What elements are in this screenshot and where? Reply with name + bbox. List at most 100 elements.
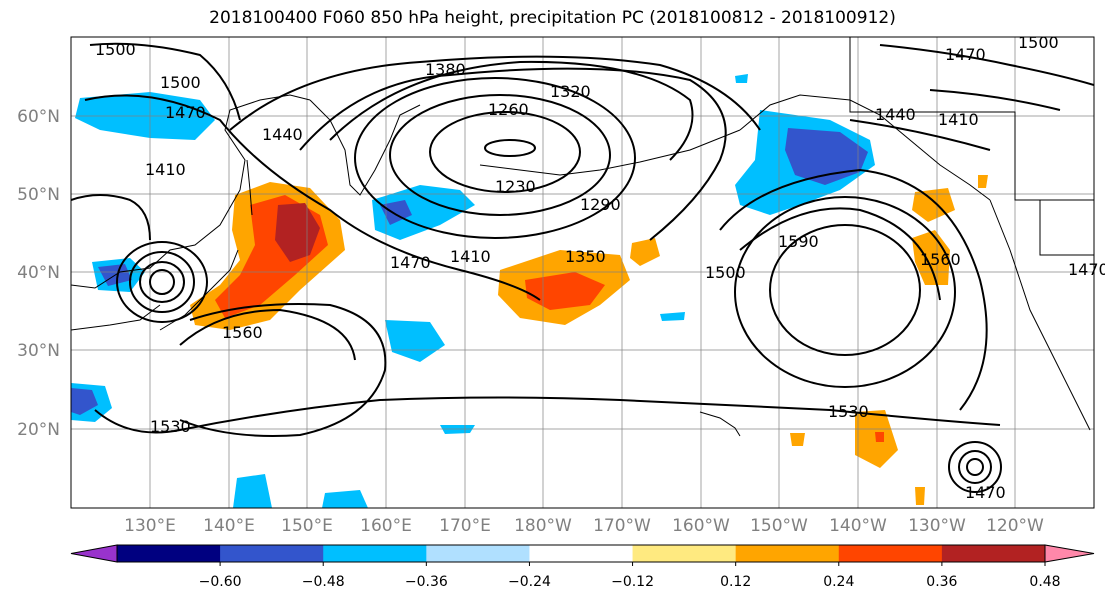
contour-label: 1380 <box>425 60 466 79</box>
contour-label: 1230 <box>495 177 536 196</box>
lat-label: 20°N <box>17 420 60 440</box>
contour-1560-w <box>179 308 356 361</box>
contour-label: 1500 <box>160 73 201 92</box>
lon-label: 180°W <box>514 516 572 536</box>
low-center-contour-1 <box>484 139 536 157</box>
contour-1500-n <box>89 42 241 121</box>
contour-1470-n <box>84 94 541 301</box>
neg-area-kamchatka-core <box>380 200 412 225</box>
japan-low-contour-3 <box>129 251 195 313</box>
map-title: 2018100400 F060 850 hPa height, precipit… <box>209 8 896 28</box>
contour-label: 1560 <box>222 323 263 342</box>
contour-label: 1260 <box>488 100 529 119</box>
contour-label: 1470 <box>945 45 986 64</box>
lat-label: 30°N <box>17 341 60 361</box>
contour-1440-ne <box>849 119 991 151</box>
contour-label: 1350 <box>565 247 606 266</box>
neg-area-s1 <box>233 474 272 508</box>
contour-label: 1530 <box>150 417 191 436</box>
colorbar: −0.60 −0.48 −0.36 −0.24 −0.12 0.12 0.24 0.36 0.4… <box>70 544 1095 590</box>
se-low-contour-2 <box>958 450 992 484</box>
pos-area-ne1 <box>912 188 955 222</box>
colorbar-segments <box>70 544 1095 563</box>
contour-label: 1410 <box>450 247 491 266</box>
colorbar-segment <box>838 545 943 562</box>
contour-label: 1470 <box>965 483 1006 502</box>
contour-label: 1440 <box>262 125 303 144</box>
contour-label: 1470 <box>1068 260 1105 279</box>
lon-label: 170°E <box>439 516 491 536</box>
colorbar-ticks: −0.60 −0.48 −0.36 −0.24 −0.12 0.12 0.24 0.36 0.4… <box>199 562 1061 590</box>
pos-area-s-core <box>875 432 884 442</box>
us-border <box>1039 200 1094 256</box>
na-west-coast <box>989 199 1091 431</box>
hawaii <box>699 411 741 437</box>
lon-label: 160°E <box>360 516 412 536</box>
sakhalin <box>246 159 253 216</box>
colorbar-tick-label: 0.36 <box>926 574 957 590</box>
contour-label: 1410 <box>938 110 979 129</box>
contour-1410-ne <box>929 89 1061 111</box>
colorbar-segment <box>426 545 530 562</box>
colorbar-tick-label: 0.24 <box>823 574 854 590</box>
colorbar-tick-label: −0.24 <box>508 574 551 590</box>
low-center-contour-2 <box>429 111 581 193</box>
lon-label: 140°E <box>203 516 255 536</box>
japan-low-contour-1 <box>149 269 175 295</box>
contour-labels: 1500 1500 1470 1410 1440 1380 1320 1260 … <box>95 33 1105 502</box>
alaska-coast <box>739 94 991 201</box>
contour-label: 1410 <box>145 160 186 179</box>
colorbar-extend-min <box>70 544 118 563</box>
contour-1440 <box>229 55 761 131</box>
lon-label: 120°W <box>986 516 1044 536</box>
lat-label: 50°N <box>17 185 60 205</box>
colorbar-segment <box>220 545 324 562</box>
colorbar-tick-label: −0.36 <box>405 574 448 590</box>
lat-label: 60°N <box>17 107 60 127</box>
pos-area-180-core <box>525 272 605 310</box>
colorbar-segment <box>117 545 221 562</box>
contour-1560 <box>719 168 988 411</box>
neg-area-s2 <box>322 490 368 508</box>
contour-label: 1500 <box>705 263 746 282</box>
neg-area-midpacific <box>385 320 445 362</box>
high-center-contour-2 <box>734 196 956 388</box>
pos-area-dot2 <box>978 175 988 188</box>
colorbar-extend-max <box>1044 544 1095 563</box>
contour-label: 1500 <box>1018 33 1059 52</box>
pos-area-dot3 <box>915 487 925 505</box>
se-low-contour-1 <box>966 458 984 476</box>
longitude-labels: 130°E 140°E 150°E 160°E 170°E 180°W 170°… <box>124 516 1044 536</box>
colorbar-tick-label: 0.48 <box>1029 574 1060 590</box>
neg-area-dot2 <box>660 312 685 321</box>
high-center-contour-1 <box>769 224 921 356</box>
contour-1530-sub <box>179 303 387 437</box>
lon-label: 170°W <box>593 516 651 536</box>
colorbar-tick-label: −0.12 <box>611 574 654 590</box>
contour-1380 <box>329 60 694 161</box>
precip-shading <box>71 74 988 508</box>
lon-label: 150°W <box>750 516 808 536</box>
low-center-contour-3 <box>389 94 611 216</box>
contour-1410 <box>299 67 727 241</box>
lon-label: 140°W <box>829 516 887 536</box>
contour-1590 <box>739 207 941 301</box>
pos-area-dot1 <box>790 433 805 446</box>
lon-label: 150°E <box>281 516 333 536</box>
contour-1470-ne <box>879 44 1094 86</box>
colorbar-tick-label: −0.60 <box>199 574 242 590</box>
contour-label: 1530 <box>828 402 869 421</box>
se-low-contour-3 <box>948 441 1002 493</box>
lon-label: 130°W <box>908 516 966 536</box>
contour-label: 1560 <box>920 250 961 269</box>
neg-area-dot1 <box>735 74 748 83</box>
neg-area-sw-core <box>71 388 98 415</box>
colorbar-frame <box>116 544 1046 563</box>
pos-area-small1 <box>630 238 660 266</box>
low-center-contour-4 <box>354 77 636 239</box>
colorbar-segment <box>735 545 840 562</box>
aleutians <box>479 129 741 176</box>
canada-box <box>849 37 1094 201</box>
contour-label: 1590 <box>778 232 819 251</box>
